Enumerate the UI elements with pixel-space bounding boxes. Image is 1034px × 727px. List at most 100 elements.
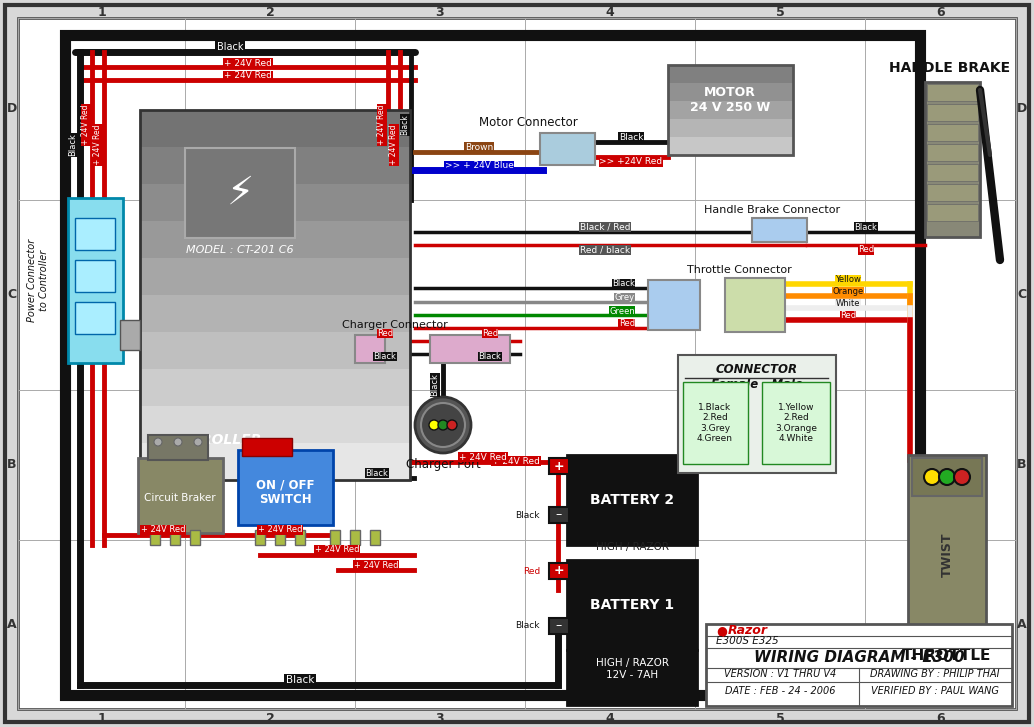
- Text: + 24V Red: + 24V Red: [224, 71, 272, 81]
- Text: BATTERY 1: BATTERY 1: [590, 598, 674, 612]
- Text: Red: Red: [858, 246, 874, 254]
- Text: + 24V Red: + 24V Red: [390, 125, 398, 165]
- Bar: [75, 218, 115, 250]
- Bar: [752, 218, 807, 242]
- Bar: [725, 278, 785, 332]
- Text: 2: 2: [266, 6, 274, 18]
- Text: Red: Red: [619, 319, 635, 329]
- Text: MOTOR
24 V 250 W: MOTOR 24 V 250 W: [690, 86, 770, 114]
- Bar: [140, 369, 410, 406]
- Text: 3: 3: [435, 712, 445, 725]
- Bar: [355, 335, 385, 363]
- Circle shape: [154, 438, 162, 446]
- Bar: [678, 355, 837, 473]
- Text: +: +: [553, 459, 565, 473]
- Bar: [668, 83, 793, 101]
- Bar: [683, 382, 748, 464]
- Text: Black: Black: [400, 115, 409, 135]
- Bar: [668, 65, 793, 83]
- Bar: [140, 406, 410, 443]
- Text: Black: Black: [618, 132, 643, 142]
- Text: + 24V Red: + 24V Red: [224, 58, 272, 68]
- Text: Motor Connector: Motor Connector: [479, 116, 577, 129]
- Circle shape: [954, 469, 970, 485]
- Text: TWIST: TWIST: [941, 533, 953, 577]
- Text: WIRING DIAGRAM - E300: WIRING DIAGRAM - E300: [754, 649, 965, 664]
- Text: B: B: [7, 459, 17, 472]
- Bar: [648, 280, 700, 330]
- Text: 4: 4: [606, 712, 614, 725]
- Text: 2: 2: [266, 712, 274, 725]
- Bar: [567, 560, 697, 650]
- Bar: [120, 320, 140, 350]
- Text: + 24V Red: + 24V Red: [459, 452, 507, 462]
- Text: + 24V Red: + 24V Red: [377, 105, 387, 145]
- Bar: [567, 455, 697, 545]
- Text: Black: Black: [854, 222, 878, 231]
- Text: Red: Red: [840, 311, 856, 321]
- Bar: [927, 184, 978, 201]
- Bar: [150, 530, 160, 545]
- Text: 1.Yellow
2.Red
3.Orange
4.White: 1.Yellow 2.Red 3.Orange 4.White: [776, 403, 817, 443]
- Text: Black: Black: [479, 352, 501, 361]
- Bar: [185, 148, 295, 238]
- Text: + 24V Red: + 24V Red: [354, 561, 398, 569]
- Text: Brown: Brown: [465, 142, 493, 151]
- Text: >> + 24V Blue: >> + 24V Blue: [445, 161, 514, 171]
- Text: Throttle Connector: Throttle Connector: [687, 265, 792, 275]
- Circle shape: [415, 397, 472, 453]
- Bar: [140, 147, 410, 184]
- Text: Black: Black: [612, 279, 635, 289]
- Text: +: +: [553, 564, 565, 577]
- Text: Black: Black: [430, 374, 439, 396]
- Bar: [668, 65, 793, 155]
- Text: 6: 6: [936, 712, 945, 725]
- Bar: [430, 335, 510, 363]
- Bar: [908, 455, 986, 645]
- Text: DATE : FEB - 24 - 2006: DATE : FEB - 24 - 2006: [725, 686, 835, 696]
- Bar: [140, 110, 410, 147]
- Bar: [242, 438, 292, 456]
- Text: Black: Black: [366, 468, 389, 478]
- Text: HANDLE BRAKE: HANDLE BRAKE: [889, 61, 1010, 75]
- Bar: [668, 119, 793, 137]
- Text: Power Connector
to Controller: Power Connector to Controller: [27, 238, 49, 321]
- Text: HIGH / RAZOR: HIGH / RAZOR: [596, 542, 669, 552]
- Text: BATTERY 2: BATTERY 2: [590, 493, 674, 507]
- Bar: [275, 530, 285, 545]
- Bar: [138, 458, 223, 533]
- Bar: [927, 124, 978, 141]
- Text: Black: Black: [285, 675, 314, 685]
- Text: Red: Red: [523, 566, 540, 576]
- Bar: [349, 530, 360, 545]
- Text: 6: 6: [936, 6, 945, 18]
- Bar: [912, 458, 982, 496]
- Bar: [927, 84, 978, 101]
- Text: Red: Red: [377, 329, 393, 338]
- Circle shape: [194, 438, 202, 446]
- Text: Black: Black: [68, 134, 78, 156]
- Text: 1: 1: [97, 712, 105, 725]
- Bar: [140, 258, 410, 295]
- Circle shape: [174, 438, 182, 446]
- Bar: [567, 650, 697, 705]
- Bar: [140, 184, 410, 221]
- Bar: [668, 137, 793, 155]
- Bar: [140, 110, 410, 480]
- Text: + 24V Red: + 24V Red: [314, 545, 359, 555]
- Text: C: C: [7, 289, 17, 302]
- Bar: [140, 295, 410, 332]
- Text: >> +24V Red: >> +24V Red: [600, 158, 663, 166]
- Text: E300S E325: E300S E325: [716, 636, 779, 646]
- Bar: [927, 144, 978, 161]
- Text: A: A: [1017, 618, 1027, 631]
- Text: White: White: [835, 300, 860, 308]
- Bar: [75, 260, 115, 292]
- Bar: [140, 221, 410, 258]
- Bar: [927, 164, 978, 181]
- Circle shape: [924, 469, 940, 485]
- Circle shape: [438, 420, 448, 430]
- Text: D: D: [7, 103, 18, 116]
- Text: Razor: Razor: [728, 624, 768, 638]
- Bar: [549, 563, 569, 579]
